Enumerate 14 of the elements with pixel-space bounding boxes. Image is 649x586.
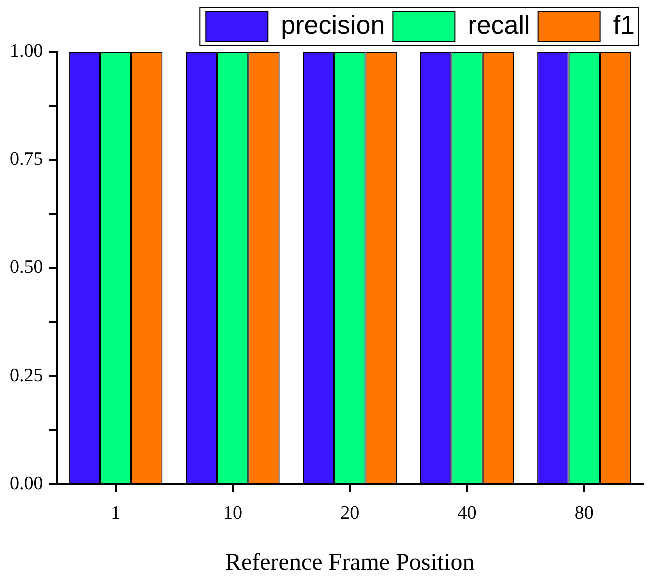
x-tick-label: 10 (223, 502, 242, 524)
legend-label: precision (281, 10, 386, 40)
x-tick-label: 20 (340, 502, 360, 524)
y-tick-label: 0.50 (10, 257, 44, 278)
x-tick-label: 40 (458, 502, 477, 524)
y-tick-label: 1.00 (10, 40, 44, 62)
series-label: recall (468, 10, 530, 40)
x-tick-label: 1 (111, 502, 121, 524)
y-tick-label: 0.25 (10, 365, 44, 386)
legend-label: f1 (613, 10, 636, 40)
y-tick-label: 0.00 (10, 473, 44, 494)
x-tick-label: 80 (574, 502, 594, 524)
y-tick-label: 0.75 (10, 149, 44, 170)
x-axis-title: Reference Frame Position (225, 550, 475, 576)
